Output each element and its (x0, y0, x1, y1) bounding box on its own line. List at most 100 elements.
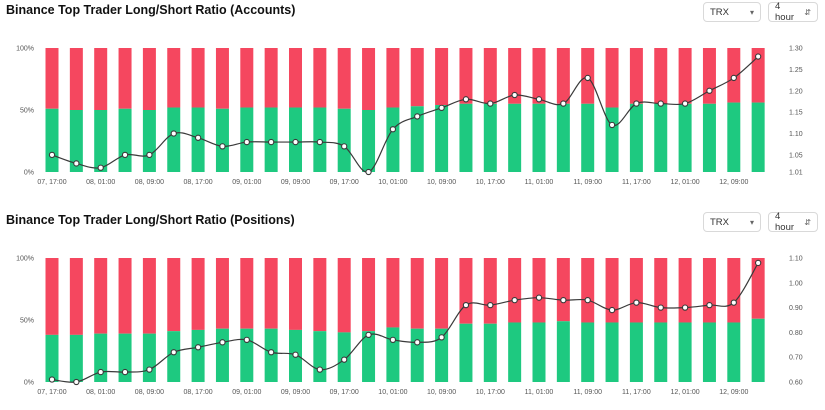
short-bar (605, 258, 619, 323)
ratio-point (755, 53, 762, 60)
right-axis-tick-label: 0.90 (789, 305, 803, 312)
left-axis-tick-label: 50% (20, 108, 34, 115)
short-bar (118, 48, 132, 109)
long-bar (532, 103, 546, 172)
short-bar (556, 48, 570, 104)
long-bar (678, 103, 692, 172)
ratio-point (730, 299, 737, 306)
short-bar (508, 48, 522, 104)
x-axis-tick-label: 08, 17:00 (183, 179, 212, 186)
long-bar (629, 322, 643, 382)
ratio-point (194, 134, 202, 141)
ratio-point (48, 376, 56, 383)
x-axis-tick-label: 09, 01:00 (232, 389, 261, 396)
short-bar (362, 48, 376, 110)
interval-select-value: 4 hour (775, 211, 795, 233)
ratio-point (681, 304, 689, 311)
short-bar (167, 48, 181, 108)
x-axis-tick-label: 11, 17:00 (622, 389, 651, 396)
short-bar (678, 48, 692, 104)
ratio-point (121, 151, 129, 159)
x-axis-tick-label: 08, 09:00 (135, 389, 164, 396)
symbol-select-value: TRX (710, 6, 729, 18)
x-axis-tick-label: 09, 09:00 (281, 389, 310, 396)
ratio-point (462, 96, 470, 103)
ratio-point (97, 368, 104, 376)
x-axis-tick-label: 10, 09:00 (427, 389, 456, 396)
ratio-point (608, 121, 616, 129)
short-bar (142, 258, 156, 334)
long-bar (483, 323, 497, 382)
short-bar (337, 48, 351, 109)
ratio-point (146, 151, 153, 159)
interval-select[interactable]: 4 hour ⇵ (768, 211, 818, 233)
ratio-point (657, 100, 664, 107)
ratio-point (535, 294, 543, 301)
ratio-point (438, 334, 445, 341)
x-axis-tick-label: 08, 01:00 (86, 389, 115, 396)
x-axis-tick-label: 08, 17:00 (183, 389, 212, 396)
ratio-point (414, 339, 421, 346)
short-bar (264, 258, 278, 329)
long-bar (727, 322, 741, 382)
long-bar (556, 103, 570, 172)
short-bar (727, 258, 741, 323)
short-bar (191, 258, 205, 330)
long-bar (313, 331, 327, 382)
short-bar (435, 48, 449, 106)
right-axis-tick-label: 1.10 (789, 256, 803, 263)
x-axis-tick-label: 12, 01:00 (670, 179, 699, 186)
short-bar (751, 48, 765, 103)
ratio-point (681, 100, 689, 107)
right-axis-tick-label: 1.05 (789, 152, 803, 159)
short-bar (167, 258, 181, 332)
long-bar (654, 103, 668, 172)
ratio-point (706, 87, 713, 94)
short-bar (289, 48, 302, 108)
ratio-point (219, 339, 226, 346)
short-bar (337, 258, 351, 333)
x-axis-tick-label: 11, 01:00 (525, 179, 554, 186)
chart-title: Binance Top Trader Long/Short Ratio (Acc… (6, 3, 296, 17)
short-bar (45, 48, 59, 109)
x-axis-tick-label: 11, 17:00 (622, 179, 651, 186)
ratio-point (292, 138, 299, 146)
short-bar (69, 258, 83, 335)
long-bar (45, 108, 59, 172)
short-bar (483, 258, 497, 324)
ratio-point (438, 104, 445, 112)
ratio-point (389, 336, 397, 343)
updown-chevron-icon: ⇵ (804, 7, 811, 17)
ratio-point (121, 368, 129, 376)
ratio-line (51, 262, 759, 383)
long-bar (386, 107, 400, 172)
long-bar (191, 329, 205, 382)
right-axis-tick-label: 1.30 (789, 46, 803, 53)
ratio-point (487, 301, 494, 309)
accounts-chart-panel: Binance Top Trader Long/Short Ratio (Acc… (0, 0, 825, 200)
ratio-point (292, 351, 299, 358)
short-bar (94, 48, 108, 110)
symbol-select[interactable]: TRX ▾ (703, 2, 761, 22)
dropdown-arrow-icon: ▾ (749, 7, 754, 17)
positions-chart-svg: 0% 50% 100% 0.60 0.70 0.80 0.90 1.00 1.10 07, 17:… (16, 256, 803, 397)
long-bar (605, 107, 619, 172)
long-bar (215, 108, 229, 172)
long-bar (240, 328, 254, 382)
right-axis-tick-label: 1.00 (789, 280, 803, 287)
left-axis-tick-label: 0% (24, 380, 34, 387)
ratio-point (535, 96, 543, 103)
symbol-select[interactable]: TRX ▾ (703, 212, 761, 232)
long-bar (629, 103, 643, 172)
long-bar (118, 108, 132, 172)
updown-chevron-icon: ⇵ (804, 217, 811, 227)
ratio-point (560, 297, 567, 304)
long-bar (483, 103, 497, 172)
long-bar (581, 322, 595, 382)
long-bar (94, 333, 108, 382)
ratio-point (584, 297, 591, 304)
long-bar (94, 110, 108, 172)
ratio-point (341, 356, 348, 363)
interval-select[interactable]: 4 hour ⇵ (768, 1, 818, 23)
left-axis-tick-label: 100% (16, 46, 34, 53)
